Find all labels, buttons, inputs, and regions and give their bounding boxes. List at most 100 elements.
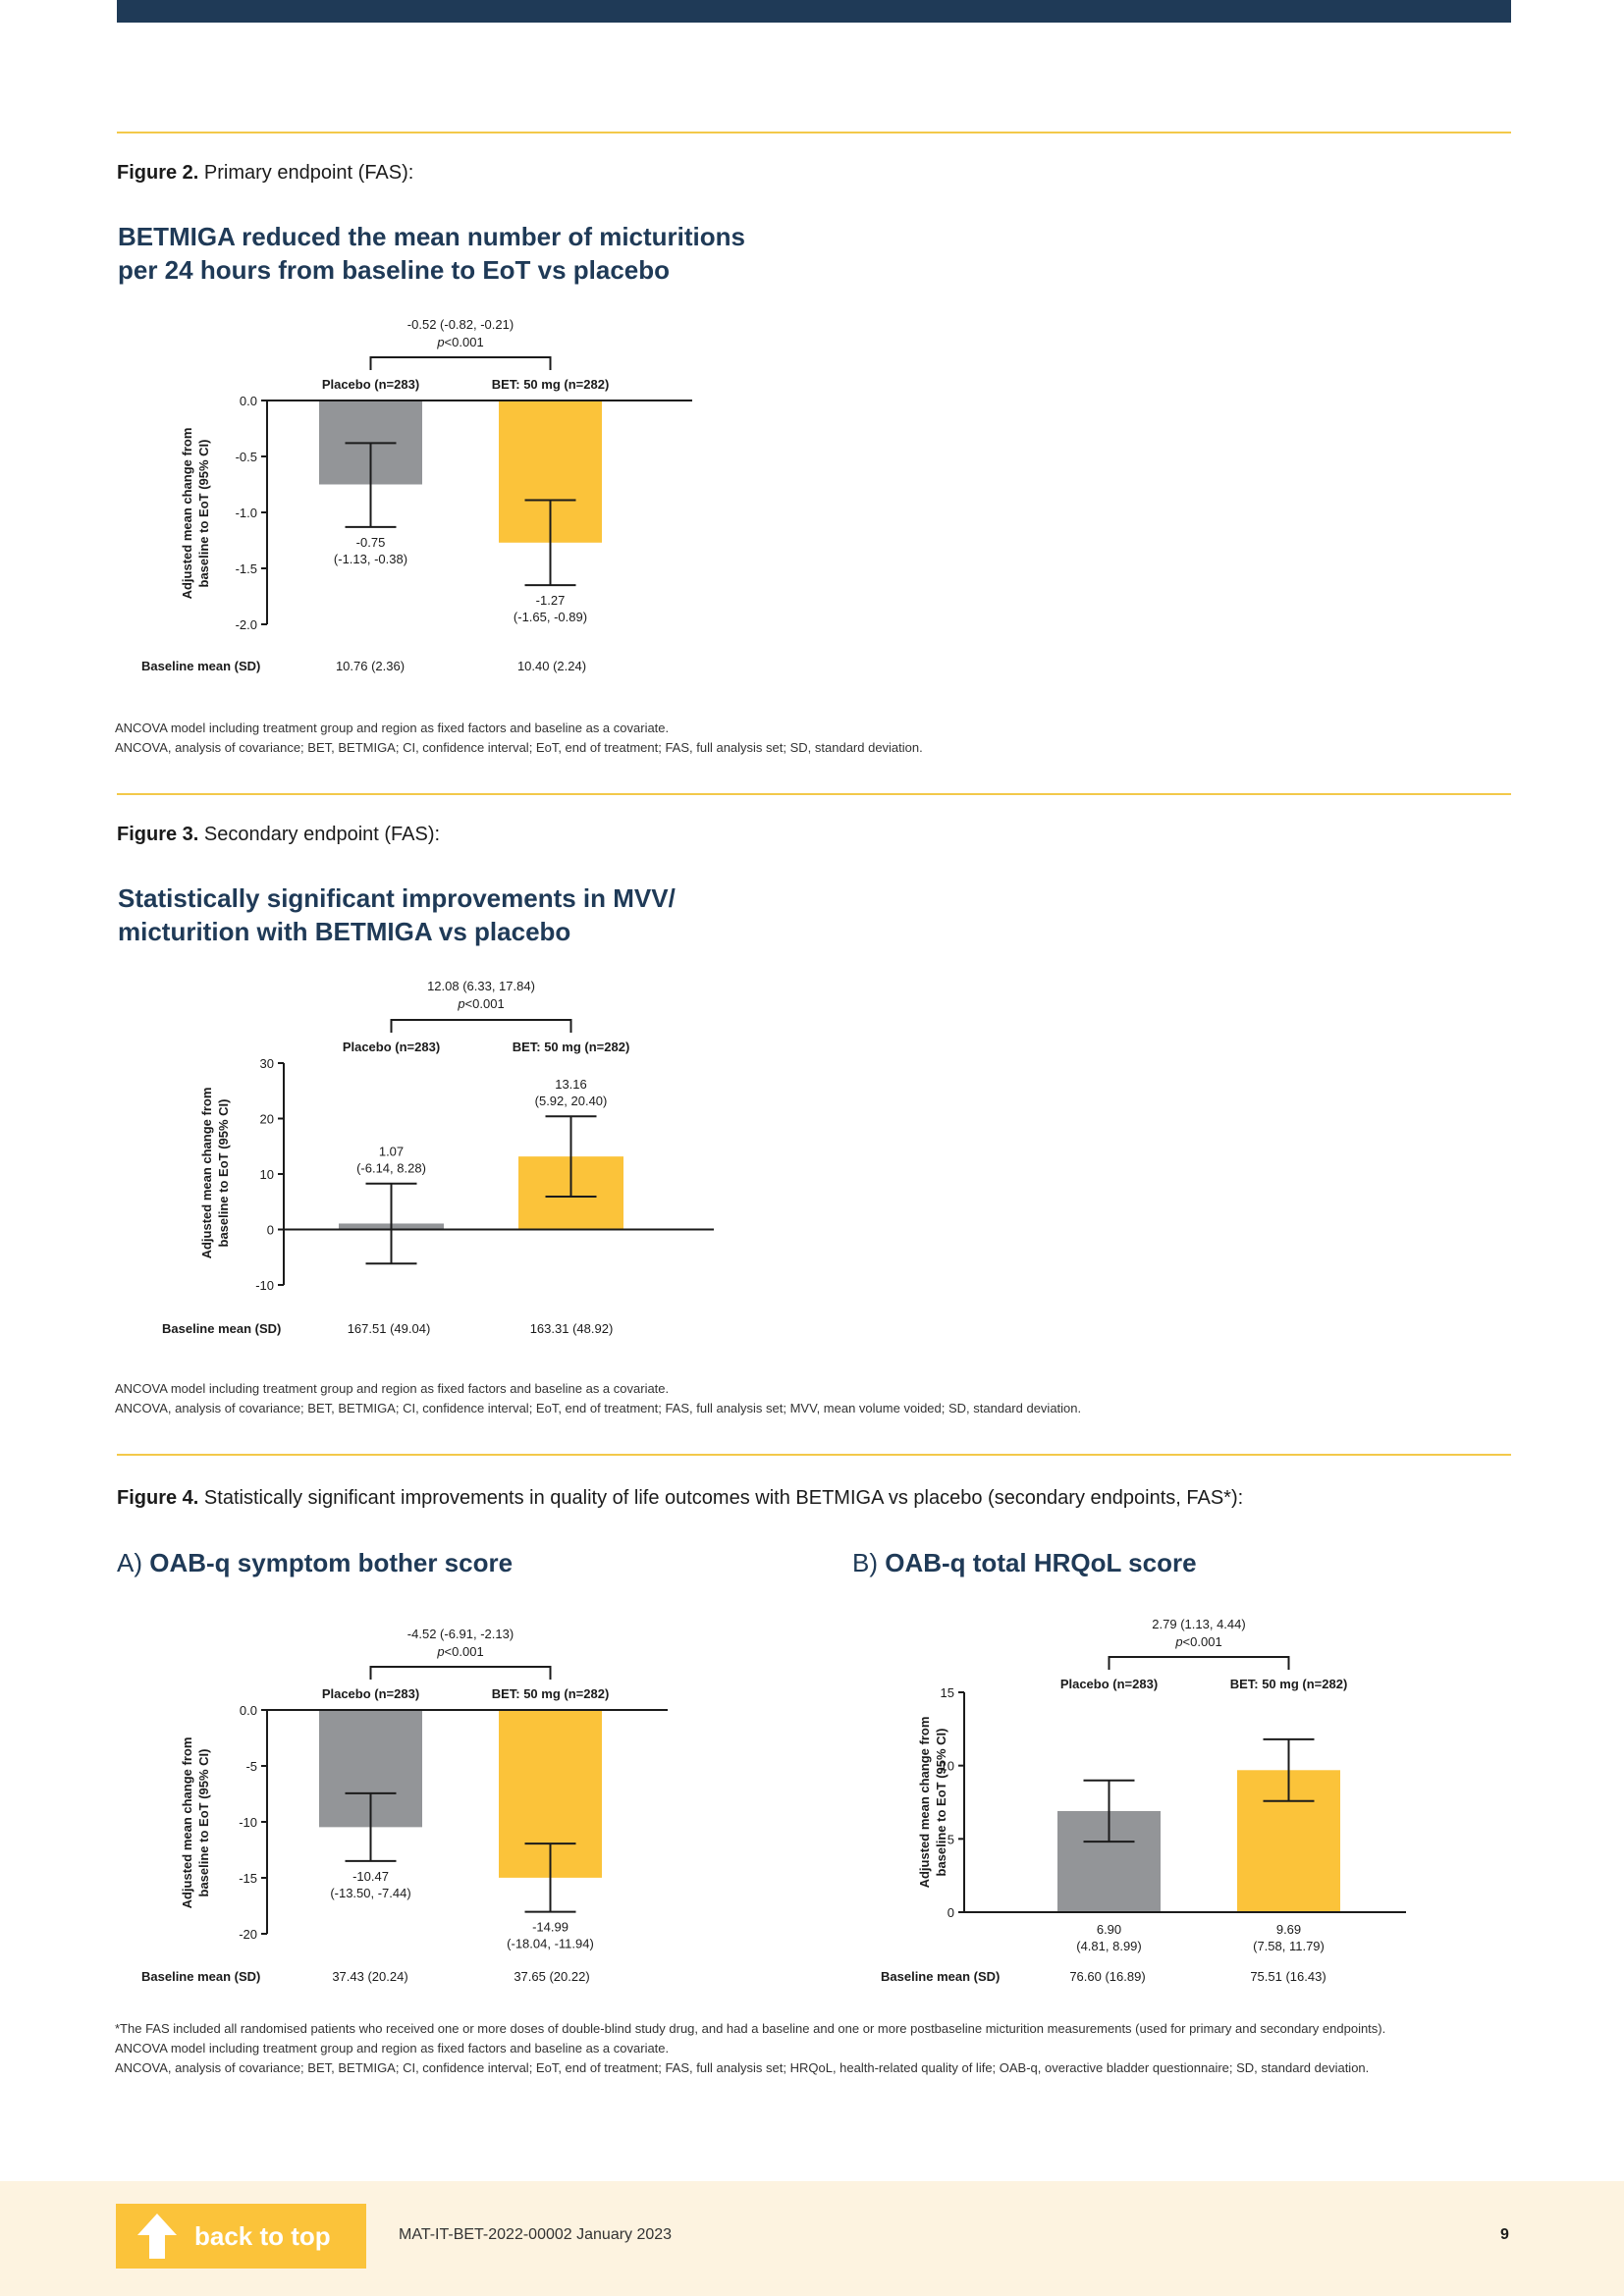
category-label: BET: 50 mg (n=282) [1230, 1677, 1348, 1691]
data-label-value: -10.47 [352, 1869, 389, 1884]
figure-2-label: Figure 2. [117, 162, 199, 184]
p-value: <0.001 [445, 335, 484, 349]
figure-2-note-2: ANCOVA, analysis of covariance; BET, BET… [115, 740, 923, 755]
data-label-value: 9.69 [1276, 1922, 1301, 1937]
y-tick-label: 0 [947, 1905, 954, 1920]
y-tick-label: -20 [239, 1927, 257, 1942]
y-axis-label-line2: baseline to EoT (95% CI) [196, 1749, 211, 1897]
y-axis-label: Adjusted mean change from baseline to EoT… [199, 1088, 231, 1259]
figure-4-note-3: ANCOVA, analysis of covariance; BET, BET… [115, 2060, 1370, 2075]
y-axis-label-line1: Adjusted mean change from [180, 428, 194, 600]
y-axis-label: Adjusted mean change from baseline to EoT… [917, 1717, 948, 1889]
y-tick-label: -15 [239, 1871, 257, 1886]
figure-4-caption-text: Statistically significant improvements i… [203, 1487, 1244, 1509]
p-symbol: p [436, 335, 444, 349]
back-to-top-button[interactable]: back to top [116, 2204, 366, 2269]
category-label: Placebo (n=283) [1060, 1677, 1158, 1691]
top-banner [117, 0, 1511, 23]
category-label: Placebo (n=283) [343, 1040, 440, 1054]
category-label: Placebo (n=283) [322, 1686, 419, 1701]
comparison-estimate: 12.08 (6.33, 17.84) [427, 979, 535, 993]
baseline-value: 37.65 (20.22) [514, 1969, 589, 1984]
data-label-ci: (-1.65, -0.89) [514, 610, 587, 624]
y-tick-label: 15 [941, 1685, 954, 1700]
figure-3-notes: ANCOVA model including treatment group a… [115, 1379, 1081, 1418]
baseline-value: 37.43 (20.24) [332, 1969, 407, 1984]
data-label-ci: (7.58, 11.79) [1253, 1939, 1325, 1953]
category-label: Placebo (n=283) [322, 377, 419, 392]
baseline-label: Baseline mean (SD) [162, 1321, 281, 1336]
figure-3-note-1: ANCOVA model including treatment group a… [115, 1381, 670, 1396]
y-tick-label: 0 [267, 1223, 274, 1238]
figure-3-heading: Statistically significant improvements i… [118, 881, 676, 948]
figure-3-heading-line2: micturition with BETMIGA vs placebo [118, 917, 571, 946]
panel-a-heading: A) OAB-q symptom bother score [117, 1546, 513, 1579]
section-divider [117, 793, 1511, 795]
y-tick-label: 30 [260, 1056, 274, 1071]
figure-3-label: Figure 3. [117, 824, 199, 845]
comparison-p-value: p<0.001 [436, 335, 483, 349]
baseline-value: 76.60 (16.89) [1069, 1969, 1145, 1984]
category-label: BET: 50 mg (n=282) [513, 1040, 630, 1054]
y-axis-label-line1: Adjusted mean change from [180, 1737, 194, 1909]
figure-2-heading-line1: BETMIGA reduced the mean number of mictu… [118, 222, 745, 251]
y-axis-label-line1: Adjusted mean change from [199, 1088, 214, 1259]
y-axis-label-line2: baseline to EoT (95% CI) [216, 1099, 231, 1248]
p-value: <0.001 [445, 1644, 484, 1659]
baseline-value: 163.31 (48.92) [530, 1321, 614, 1336]
back-to-top-label: back to top [194, 2220, 331, 2251]
data-label-ci: (4.81, 8.99) [1076, 1939, 1142, 1953]
data-label-ci: (-13.50, -7.44) [330, 1886, 410, 1900]
figure-3-heading-line1: Statistically significant improvements i… [118, 883, 676, 913]
category-label: BET: 50 mg (n=282) [492, 377, 610, 392]
figure-4-notes: *The FAS included all randomised patient… [115, 2019, 1385, 2078]
figure-2-note-1: ANCOVA model including treatment group a… [115, 721, 670, 735]
data-label-ci: (-6.14, 8.28) [356, 1161, 426, 1176]
comparison-bracket [369, 356, 552, 370]
category-label: BET: 50 mg (n=282) [492, 1686, 610, 1701]
baseline-label: Baseline mean (SD) [141, 1969, 260, 1984]
comparison-bracket [369, 1666, 552, 1680]
panel-b-heading: B) OAB-q total HRQoL score [852, 1546, 1197, 1579]
comparison-estimate: -4.52 (-6.91, -2.13) [407, 1627, 514, 1641]
section-divider [117, 132, 1511, 133]
p-value: <0.001 [1183, 1634, 1222, 1649]
y-tick-label: -5 [245, 1759, 257, 1774]
baseline-value: 75.51 (16.43) [1250, 1969, 1326, 1984]
data-label-ci: (-1.13, -0.38) [334, 552, 407, 566]
comparison-bracket [390, 1019, 572, 1033]
p-symbol: p [457, 996, 464, 1011]
data-label-value: -0.75 [356, 535, 386, 550]
arrow-up-icon [137, 2214, 177, 2259]
y-axis-label-line2: baseline to EoT (95% CI) [934, 1729, 948, 1877]
data-label-value: -14.99 [532, 1920, 568, 1935]
data-label-value: -1.27 [536, 593, 566, 608]
figure-2-caption-text: Primary endpoint (FAS): [203, 162, 414, 184]
baseline-label: Baseline mean (SD) [141, 659, 260, 673]
baseline-value: 10.76 (2.36) [336, 659, 405, 673]
figure-4-note-1: *The FAS included all randomised patient… [115, 2021, 1386, 2036]
y-tick-label: -1.0 [236, 506, 257, 520]
y-tick-label: 10 [941, 1759, 954, 1774]
panel-a-title: OAB-q symptom bother score [149, 1548, 514, 1577]
figure-4-caption: Figure 4. Statistically significant impr… [117, 1487, 1243, 1510]
figure-3-note-2: ANCOVA, analysis of covariance; BET, BET… [115, 1401, 1082, 1415]
panel-a-prefix: A) [117, 1548, 142, 1577]
y-tick-label: 10 [260, 1167, 274, 1182]
figure-4-note-2: ANCOVA model including treatment group a… [115, 2041, 670, 2056]
document-code: MAT-IT-BET-2022-00002 January 2023 [399, 2226, 673, 2243]
figure-3-caption-text: Secondary endpoint (FAS): [203, 824, 441, 845]
figure-3-caption: Figure 3. Secondary endpoint (FAS): [117, 824, 440, 846]
figure-2-caption: Figure 2. Primary endpoint (FAS): [117, 162, 413, 185]
panel-b-title: OAB-q total HRQoL score [885, 1548, 1197, 1577]
y-tick-label: -2.0 [236, 617, 257, 632]
data-label-value: 1.07 [379, 1145, 404, 1159]
page-number: 9 [1500, 2226, 1509, 2243]
data-label-value: 6.90 [1097, 1922, 1121, 1937]
comparison-p-value: p<0.001 [436, 1644, 483, 1659]
y-axis-label-line2: baseline to EoT (95% CI) [196, 440, 211, 588]
